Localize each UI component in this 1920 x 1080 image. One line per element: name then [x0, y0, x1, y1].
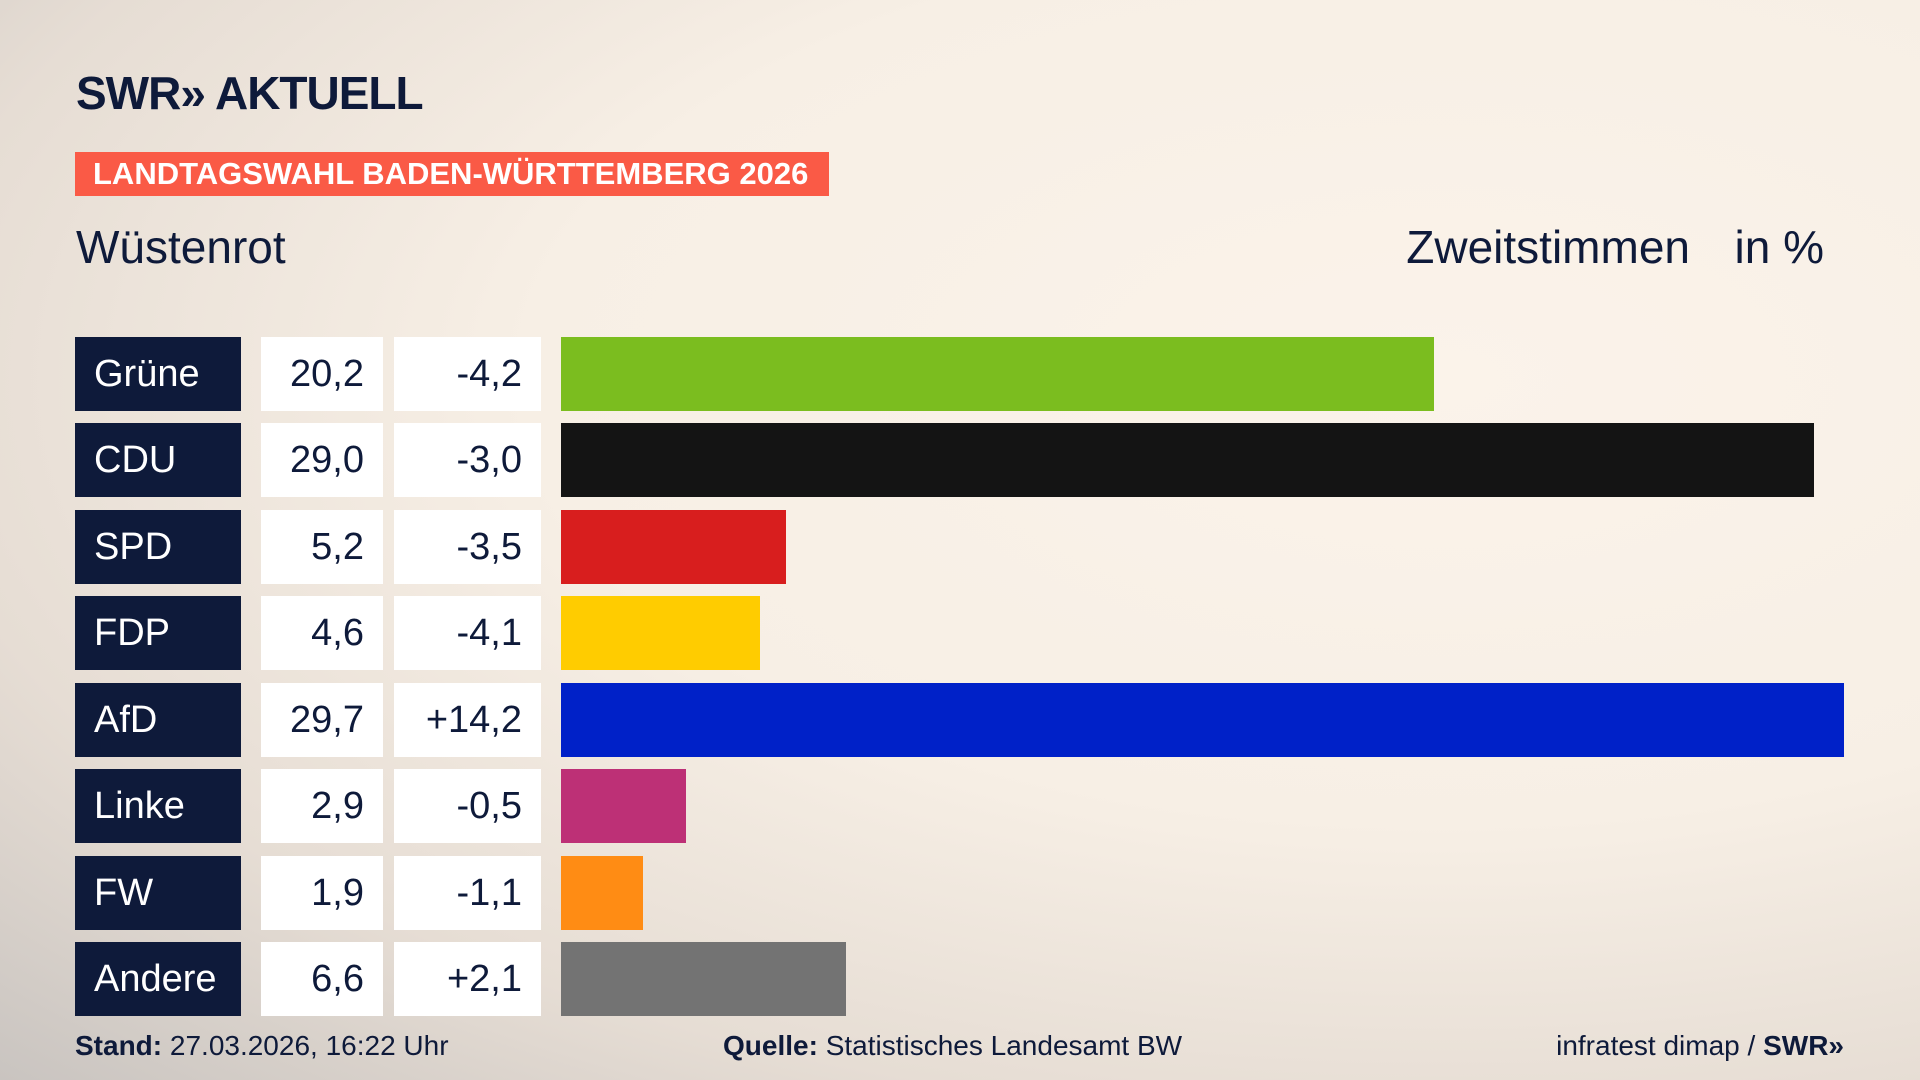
- source: Quelle: Statistisches Landesamt BW: [723, 1030, 1182, 1062]
- value-label: 1,9: [261, 855, 383, 930]
- category-label: FW: [75, 855, 241, 930]
- unit: in %: [1734, 221, 1824, 273]
- bar: [561, 769, 687, 844]
- category-label: AfD: [75, 682, 241, 757]
- bar: [561, 682, 1844, 757]
- change-label: -0,5: [394, 769, 541, 844]
- category-label: Andere: [75, 942, 241, 1017]
- value-label: 6,6: [261, 942, 383, 1017]
- change-label: +14,2: [394, 682, 541, 757]
- change-label: +2,1: [394, 942, 541, 1017]
- source-value: Statistisches Landesamt BW: [825, 1030, 1183, 1061]
- category-label: Grüne: [75, 336, 241, 411]
- bar: [561, 855, 644, 930]
- category-label: Linke: [75, 769, 241, 844]
- logo: SWR» AKTUELL: [76, 67, 424, 119]
- value-label: 2,9: [261, 769, 383, 844]
- bar: [561, 942, 847, 1017]
- value-label: 20,2: [261, 336, 383, 411]
- category-label: CDU: [75, 423, 241, 498]
- stand-label: Stand:: [75, 1030, 163, 1061]
- bar: [561, 423, 1814, 498]
- credit-logo: SWR»: [1763, 1030, 1844, 1061]
- measure: Zweitstimmen: [1406, 221, 1690, 273]
- chart-title: Wüstenrot: [76, 221, 286, 273]
- credit-text: infratest dimap /: [1556, 1030, 1756, 1061]
- credit: infratest dimap / SWR»: [1556, 1030, 1844, 1062]
- change-label: -4,1: [394, 596, 541, 671]
- value-label: 29,7: [261, 682, 383, 757]
- change-label: -1,1: [394, 855, 541, 930]
- stand-value: 27.03.2026, 16:22 Uhr: [169, 1030, 449, 1061]
- banner: LANDTAGSWAHL BADEN-WÜRTTEMBERG 2026: [75, 152, 829, 196]
- source-label: Quelle:: [723, 1030, 818, 1061]
- change-label: -4,2: [394, 336, 541, 411]
- stand: Stand: 27.03.2026, 16:22 Uhr: [75, 1030, 449, 1062]
- category-label: FDP: [75, 596, 241, 671]
- value-label: 4,6: [261, 596, 383, 671]
- bar: [561, 336, 1434, 411]
- change-label: -3,5: [394, 509, 541, 584]
- category-label: SPD: [75, 509, 241, 584]
- bar: [561, 596, 760, 671]
- value-label: 29,0: [261, 423, 383, 498]
- change-label: -3,0: [394, 423, 541, 498]
- bar: [561, 509, 786, 584]
- value-label: 5,2: [261, 509, 383, 584]
